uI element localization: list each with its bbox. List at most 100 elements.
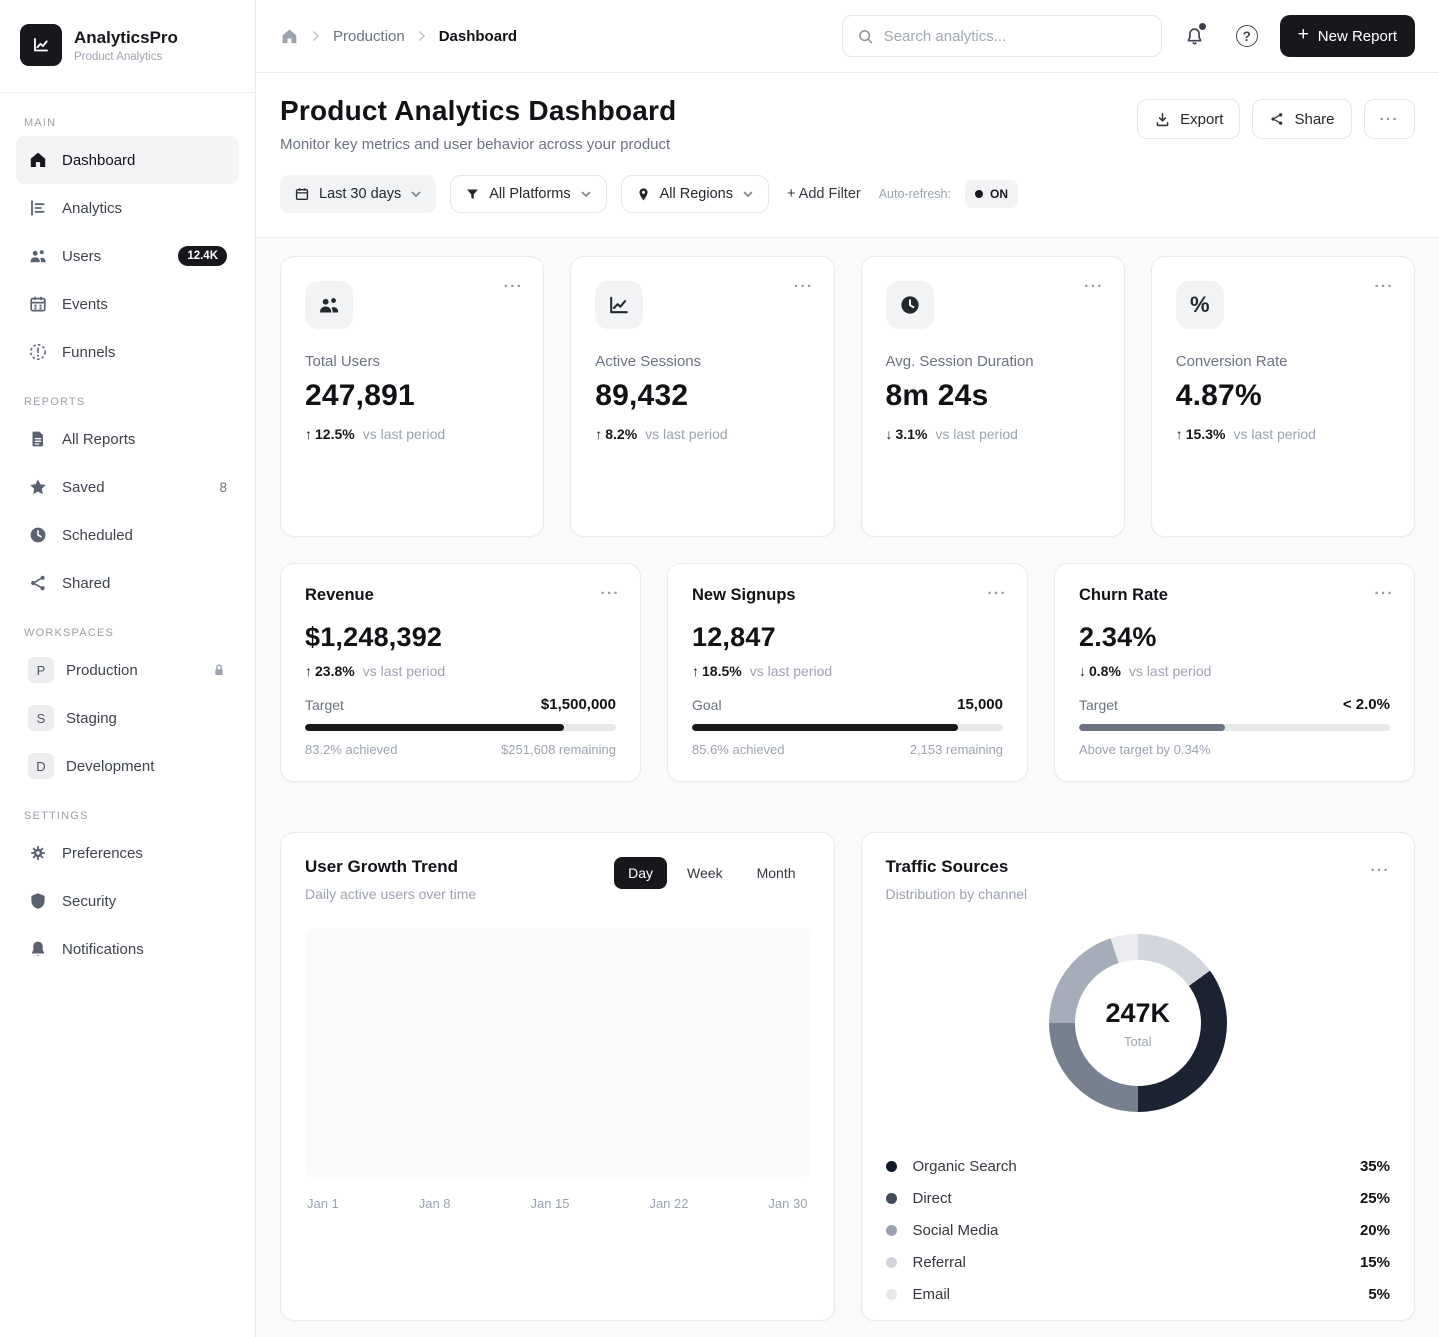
kpi-label: Avg. Session Duration	[885, 353, 1034, 370]
chart-subtitle: Daily active users over time	[305, 886, 477, 902]
share-button[interactable]: Share	[1252, 99, 1352, 139]
clock-icon	[28, 525, 48, 545]
plus-icon: +	[1297, 24, 1309, 45]
goal-value: 12,847	[692, 622, 776, 652]
filter-bar: Last 30 days All Platforms All Regions	[280, 175, 1415, 213]
sidebar-item-notifications[interactable]: Notifications	[16, 925, 239, 973]
chart-subtitle: Distribution by channel	[885, 886, 1028, 902]
sidebar-item-label: Production	[66, 661, 138, 679]
chevron-right-icon	[416, 30, 428, 42]
chevron-down-icon	[410, 188, 422, 200]
progress-fill	[305, 724, 564, 731]
progress-remaining: 2,153 remaining	[909, 742, 1003, 757]
sidebar-item-preferences[interactable]: Preferences	[16, 829, 239, 877]
x-tick: Jan 30	[768, 1196, 808, 1211]
users-count-badge: 12.4K	[178, 246, 227, 266]
goal-delta: ↑ 18.5%	[692, 663, 742, 679]
section-title-workspaces: WORKSPACES	[24, 627, 115, 639]
search-input[interactable]	[883, 27, 1147, 45]
sidebar-item-label: Scheduled	[62, 526, 133, 544]
goal-card-churn-rate: Churn Rate ··· 2.34% ↓ 0.8% vs last perio…	[1054, 563, 1415, 782]
new-report-button[interactable]: + New Report	[1279, 15, 1415, 57]
help-button[interactable]: ?	[1228, 17, 1266, 55]
platform-filter[interactable]: All Platforms	[450, 175, 607, 213]
kpi-card-total-users: ··· Total Users 247,891 ↑ 12.5% vs last p…	[280, 256, 545, 537]
sidebar-item-label: All Reports	[62, 430, 136, 448]
region-filter[interactable]: All Regions	[620, 175, 769, 213]
target-label: Target	[305, 696, 344, 713]
auto-refresh-toggle[interactable]: ON	[964, 180, 1018, 208]
section-title-main: MAIN	[24, 117, 57, 129]
sidebar-item-funnels[interactable]: Funnels	[16, 328, 239, 376]
tab-month[interactable]: Month	[743, 857, 810, 889]
bell-icon	[28, 939, 48, 959]
page-header: Product Analytics Dashboard Monitor key …	[256, 73, 1439, 238]
traffic-sources-card: Traffic Sources Distribution by channel …	[860, 832, 1415, 1321]
sidebar-item-staging[interactable]: S Staging	[16, 694, 239, 742]
legend-dot-icon	[885, 1192, 897, 1204]
legend-row[interactable]: Organic Search 35%	[885, 1150, 1390, 1182]
card-menu-button[interactable]: ···	[600, 585, 620, 602]
sidebar-item-security[interactable]: Security	[16, 877, 239, 925]
sidebar-item-shared[interactable]: Shared	[16, 559, 239, 607]
sidebar-item-label: Saved	[62, 478, 105, 496]
card-menu-button[interactable]: ···	[1370, 862, 1390, 879]
sidebar-item-events[interactable]: Events	[16, 280, 239, 328]
kpi-card-conversion-rate: % ··· Conversion Rate 4.87% ↑ 15.3% vs la…	[1150, 256, 1415, 537]
goal-title: Revenue	[305, 586, 374, 604]
card-menu-button[interactable]: ···	[1084, 278, 1104, 295]
sidebar-item-saved[interactable]: Saved 8	[16, 463, 239, 511]
progress-achieved: 85.6% achieved	[692, 742, 785, 757]
chevron-right-icon	[310, 30, 322, 42]
card-menu-button[interactable]: ···	[987, 585, 1007, 602]
card-menu-button[interactable]: ···	[794, 278, 814, 295]
legend-row[interactable]: Social Media 20%	[885, 1214, 1390, 1246]
progress-bar	[1079, 724, 1390, 731]
add-filter-button[interactable]: + Add Filter	[786, 186, 861, 202]
kpi-label: Total Users	[305, 353, 381, 370]
progress-bar	[305, 724, 616, 731]
card-menu-button[interactable]: ···	[1374, 278, 1394, 295]
dashboard-content: ··· Total Users 247,891 ↑ 12.5% vs last p…	[256, 238, 1439, 1337]
legend-dot-icon	[885, 1288, 897, 1300]
sidebar-item-analytics[interactable]: Analytics	[16, 184, 239, 232]
legend-row[interactable]: Direct 25%	[885, 1182, 1390, 1214]
arrow-down-icon: ↓	[1079, 663, 1086, 679]
legend-row[interactable]: Email 5%	[885, 1278, 1390, 1310]
sidebar-item-users[interactable]: Users 12.4K	[16, 232, 239, 280]
chevron-down-icon	[742, 188, 754, 200]
kpi-delta: ↓ 3.1%	[885, 426, 928, 442]
sidebar-item-dashboard[interactable]: Dashboard	[16, 136, 239, 184]
breadcrumb-home-icon[interactable]	[280, 27, 299, 46]
tab-week[interactable]: Week	[673, 857, 737, 889]
target-label: Target	[1079, 696, 1118, 713]
page-subtitle: Monitor key metrics and user behavior ac…	[280, 136, 671, 153]
section-title-settings: SETTINGS	[24, 810, 89, 822]
sidebar-item-label: Dashboard	[62, 151, 136, 169]
kpi-value: 89,432	[595, 379, 689, 412]
map-pin-icon	[636, 187, 651, 202]
card-menu-button[interactable]: ···	[1374, 585, 1394, 602]
kpi-compare: vs last period	[935, 426, 1018, 442]
date-range-filter[interactable]: Last 30 days	[280, 175, 437, 213]
arrow-up-icon: ↑	[1175, 426, 1183, 442]
more-actions-button[interactable]: ···	[1363, 99, 1415, 139]
breadcrumb-parent[interactable]: Production	[333, 27, 405, 45]
sidebar-item-production[interactable]: P Production	[16, 646, 239, 694]
legend-row[interactable]: Referral 15%	[885, 1246, 1390, 1278]
sidebar-item-all-reports[interactable]: All Reports	[16, 415, 239, 463]
target-value: $1,500,000	[540, 696, 616, 713]
sidebar-item-scheduled[interactable]: Scheduled	[16, 511, 239, 559]
export-button[interactable]: Export	[1137, 99, 1241, 139]
donut-total-label: Total	[1124, 1033, 1152, 1049]
progress-bar	[692, 724, 1003, 731]
notifications-button[interactable]	[1176, 17, 1214, 55]
lock-icon	[211, 662, 227, 678]
tab-day[interactable]: Day	[614, 857, 668, 889]
card-menu-button[interactable]: ···	[503, 278, 524, 295]
app-tagline: Product Analytics	[74, 50, 163, 63]
calendar-icon	[28, 294, 48, 314]
kpi-delta: ↑ 15.3%	[1175, 426, 1226, 442]
arrow-up-icon: ↑	[305, 426, 312, 442]
sidebar-item-development[interactable]: D Development	[16, 742, 239, 790]
